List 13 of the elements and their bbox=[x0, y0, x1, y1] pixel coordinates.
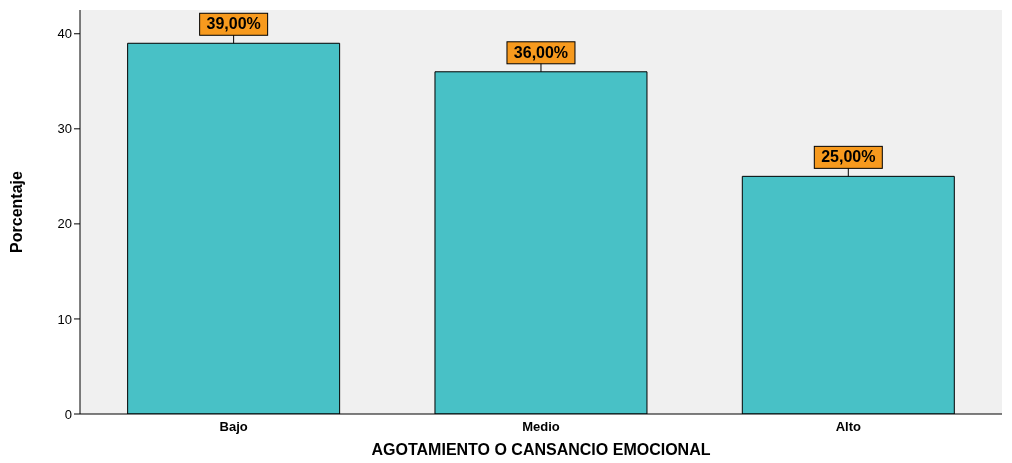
x-tick-label: Bajo bbox=[219, 419, 248, 435]
data-label: 25,00% bbox=[821, 148, 876, 166]
y-tick-label: 20 bbox=[57, 216, 72, 232]
data-label: 39,00% bbox=[206, 15, 261, 33]
y-tick-label: 0 bbox=[64, 406, 72, 422]
y-axis-title: Porcentaje bbox=[7, 170, 25, 253]
x-tick-label: Medio bbox=[522, 419, 560, 435]
x-tick-label: Alto bbox=[835, 419, 862, 435]
data-label: 36,00% bbox=[513, 43, 569, 61]
y-tick-label: 40 bbox=[57, 26, 72, 42]
x-axis-title: AGOTAMIENTO O CANSANCIO EMOCIONAL bbox=[371, 441, 711, 458]
y-tick-label: 10 bbox=[57, 311, 72, 327]
y-tick-label: 30 bbox=[57, 121, 72, 137]
